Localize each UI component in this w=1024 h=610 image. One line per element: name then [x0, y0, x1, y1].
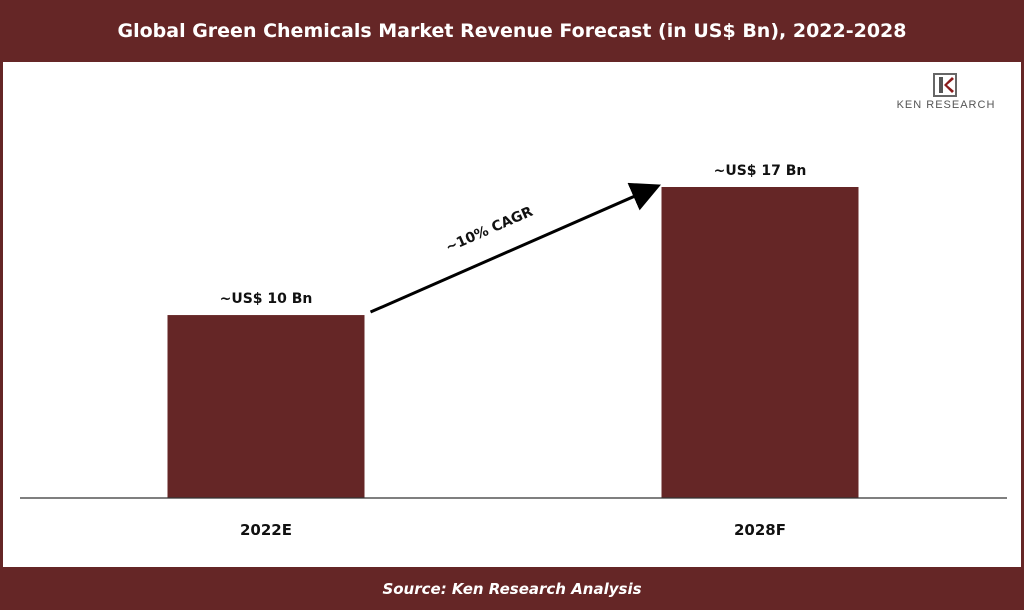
- cagr-arrow: [369, 182, 661, 314]
- data-label-2022e: ~US$ 10 Bn: [220, 291, 313, 307]
- x-tick-label-2022e: 2022E: [240, 521, 292, 539]
- ken-research-logo: KEN RESEARCH: [876, 72, 1016, 116]
- logo-text: KEN RESEARCH: [896, 99, 996, 111]
- bar-2022e: [167, 315, 365, 498]
- bar-2028f: [661, 187, 859, 498]
- ken-research-k-icon: [933, 73, 957, 97]
- cagr-label: ~10% CAGR: [443, 204, 535, 256]
- data-label-2028f: ~US$ 17 Bn: [714, 163, 807, 179]
- chart-source: Source: Ken Research Analysis: [0, 567, 1024, 610]
- left-border: [0, 62, 3, 567]
- chart-title: Global Green Chemicals Market Revenue Fo…: [0, 0, 1024, 62]
- right-border: [1021, 62, 1024, 567]
- x-tick-label-2028f: 2028F: [734, 521, 786, 539]
